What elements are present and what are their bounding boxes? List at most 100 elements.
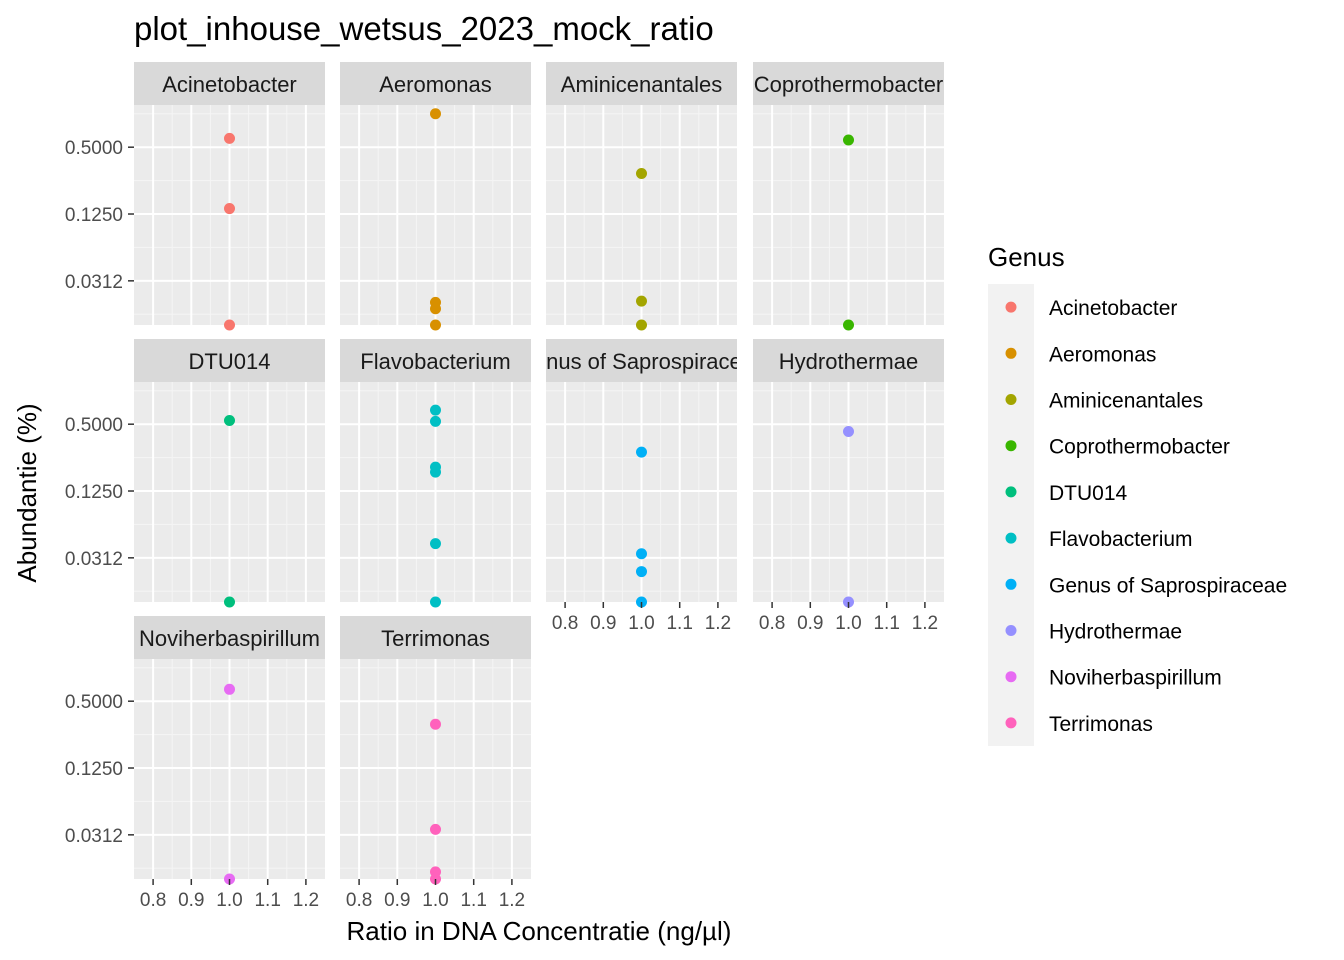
facet-strip	[134, 339, 325, 382]
facet-noviherbaspirillum: Noviherbaspirillum	[134, 616, 325, 885]
x-tick-label: 0.9	[590, 613, 616, 634]
data-point-aminicenantales	[636, 295, 647, 307]
legend-key-background	[988, 284, 1034, 746]
facet-acinetobacter: Acinetobacter	[134, 62, 325, 331]
legend-title: Genus	[988, 242, 1065, 272]
data-point-hydrothermae	[843, 425, 854, 437]
legend-key-aminicenantales	[1005, 394, 1017, 405]
facet-strip	[340, 62, 531, 105]
y-tick-label: 0.1250	[65, 205, 123, 226]
y-axis-title: Abundantie (%)	[12, 403, 42, 582]
facet-strip-label: DTU014	[189, 349, 271, 374]
legend-label-acinetobacter: Acinetobacter	[1049, 297, 1177, 320]
data-point-acinetobacter	[224, 319, 235, 331]
legend-label-flavobacterium: Flavobacterium	[1049, 528, 1193, 551]
facet-strip-label: Genus of Saprospiraceae	[517, 349, 767, 374]
x-tick-label: 1.0	[422, 890, 448, 911]
data-point-aminicenantales	[636, 319, 647, 331]
data-point-genus-of-saprospiraceae	[636, 446, 647, 458]
legend-label-hydrothermae: Hydrothermae	[1049, 621, 1182, 644]
x-tick-label: 1.1	[254, 890, 280, 911]
data-point-flavobacterium	[430, 538, 441, 550]
x-tick-label: 1.2	[705, 613, 731, 634]
facet-aeromonas: Aeromonas	[340, 62, 531, 331]
legend-label-terrimonas: Terrimonas	[1049, 713, 1153, 736]
legend-key-hydrothermae	[1005, 625, 1017, 636]
facet-strip	[134, 62, 325, 105]
x-tick-label: 0.9	[797, 613, 823, 634]
legend-key-acinetobacter	[1005, 301, 1017, 313]
legend-key-dtu014	[1005, 486, 1017, 498]
data-point-terrimonas	[430, 823, 441, 835]
legend-label-aminicenantales: Aminicenantales	[1049, 390, 1203, 413]
data-point-aminicenantales	[636, 167, 647, 179]
legend-key-aeromonas	[1005, 347, 1017, 359]
data-point-flavobacterium	[430, 404, 441, 416]
y-tick-label: 0.1250	[65, 759, 123, 780]
x-tick-label: 1.2	[293, 890, 319, 911]
legend-key-coprothermobacter	[1005, 440, 1017, 452]
legend-key-flavobacterium	[1005, 532, 1017, 544]
y-tick-label: 0.5000	[65, 692, 123, 713]
facet-strip	[340, 339, 531, 382]
data-point-flavobacterium	[430, 466, 441, 478]
y-tick-label: 0.0312	[65, 826, 123, 847]
facet-aminicenantales: Aminicenantales	[546, 62, 737, 331]
data-point-dtu014	[224, 596, 235, 608]
data-point-flavobacterium	[430, 415, 441, 427]
x-tick-label: 1.0	[628, 613, 654, 634]
facet-terrimonas: Terrimonas	[340, 616, 531, 885]
facet-hydrothermae: Hydrothermae	[753, 339, 944, 608]
legend: Genus Acinetobacter Aeromonas Aminicenantal…	[988, 242, 1287, 746]
facet-dtu014: DTU014	[134, 339, 325, 608]
x-tick-label: 1.0	[216, 890, 242, 911]
x-tick-label: 1.2	[912, 613, 938, 634]
data-point-dtu014	[224, 414, 235, 426]
facet-panels: Acinetobacter Aeromonas Aminicenantales Cop…	[134, 62, 944, 885]
facet-strip-label: Noviherbaspirillum	[139, 626, 320, 651]
x-tick-label: 0.8	[759, 613, 785, 634]
x-tick-label: 0.8	[552, 613, 578, 634]
facet-strip	[340, 616, 531, 659]
x-tick-label: 0.8	[140, 890, 166, 911]
facet-strip	[546, 339, 737, 382]
legend-label-dtu014: DTU014	[1049, 482, 1128, 505]
legend-key-genus-of-saprospiraceae	[1005, 578, 1017, 590]
y-axis-tick-labels: 0.5000 0.1250 0.0312 0.5000 0.1250 0.0312 0.50…	[65, 138, 134, 847]
facet-strip-label: Aminicenantales	[561, 72, 722, 97]
legend-label-coprothermobacter: Coprothermobacter	[1049, 436, 1230, 459]
facet-strip-label: Acinetobacter	[162, 72, 297, 97]
x-tick-label: 0.9	[384, 890, 410, 911]
facet-flavobacterium: Flavobacterium	[340, 339, 531, 608]
y-tick-label: 0.1250	[65, 482, 123, 503]
facet-strip	[753, 339, 944, 382]
data-point-aeromonas	[430, 319, 441, 331]
x-tick-label: 0.9	[178, 890, 204, 911]
x-tick-label: 1.0	[835, 613, 861, 634]
chart-title: plot_inhouse_wetsus_2023_mock_ratio	[134, 10, 714, 47]
facet-strip	[134, 616, 325, 659]
legend-label-noviherbaspirillum: Noviherbaspirillum	[1049, 667, 1222, 690]
x-axis-title: Ratio in DNA Concentratie (ng/µl)	[347, 916, 732, 946]
facet-genus-of-saprospiraceae: Genus of Saprospiraceae	[517, 339, 767, 608]
x-tick-label: 1.1	[460, 890, 486, 911]
facet-strip	[546, 62, 737, 105]
data-point-genus-of-saprospiraceae	[636, 566, 647, 578]
facet-strip-label: Flavobacterium	[360, 349, 510, 374]
y-tick-label: 0.5000	[65, 138, 123, 159]
y-tick-label: 0.0312	[65, 272, 123, 293]
data-point-acinetobacter	[224, 132, 235, 144]
data-point-acinetobacter	[224, 203, 235, 215]
data-point-terrimonas	[430, 718, 441, 730]
y-tick-label: 0.5000	[65, 415, 123, 436]
facet-strip-label: Hydrothermae	[779, 349, 918, 374]
legend-key-terrimonas	[1005, 717, 1017, 729]
facet-strip-label: Coprothermobacter	[754, 72, 944, 97]
data-point-genus-of-saprospiraceae	[636, 548, 647, 560]
legend-key-noviherbaspirillum	[1005, 671, 1017, 683]
x-tick-label: 1.1	[873, 613, 899, 634]
x-tick-label: 1.1	[666, 613, 692, 634]
legend-label-aeromonas: Aeromonas	[1049, 343, 1156, 366]
facet-strip-label: Terrimonas	[381, 626, 490, 651]
data-point-aeromonas	[430, 108, 441, 120]
